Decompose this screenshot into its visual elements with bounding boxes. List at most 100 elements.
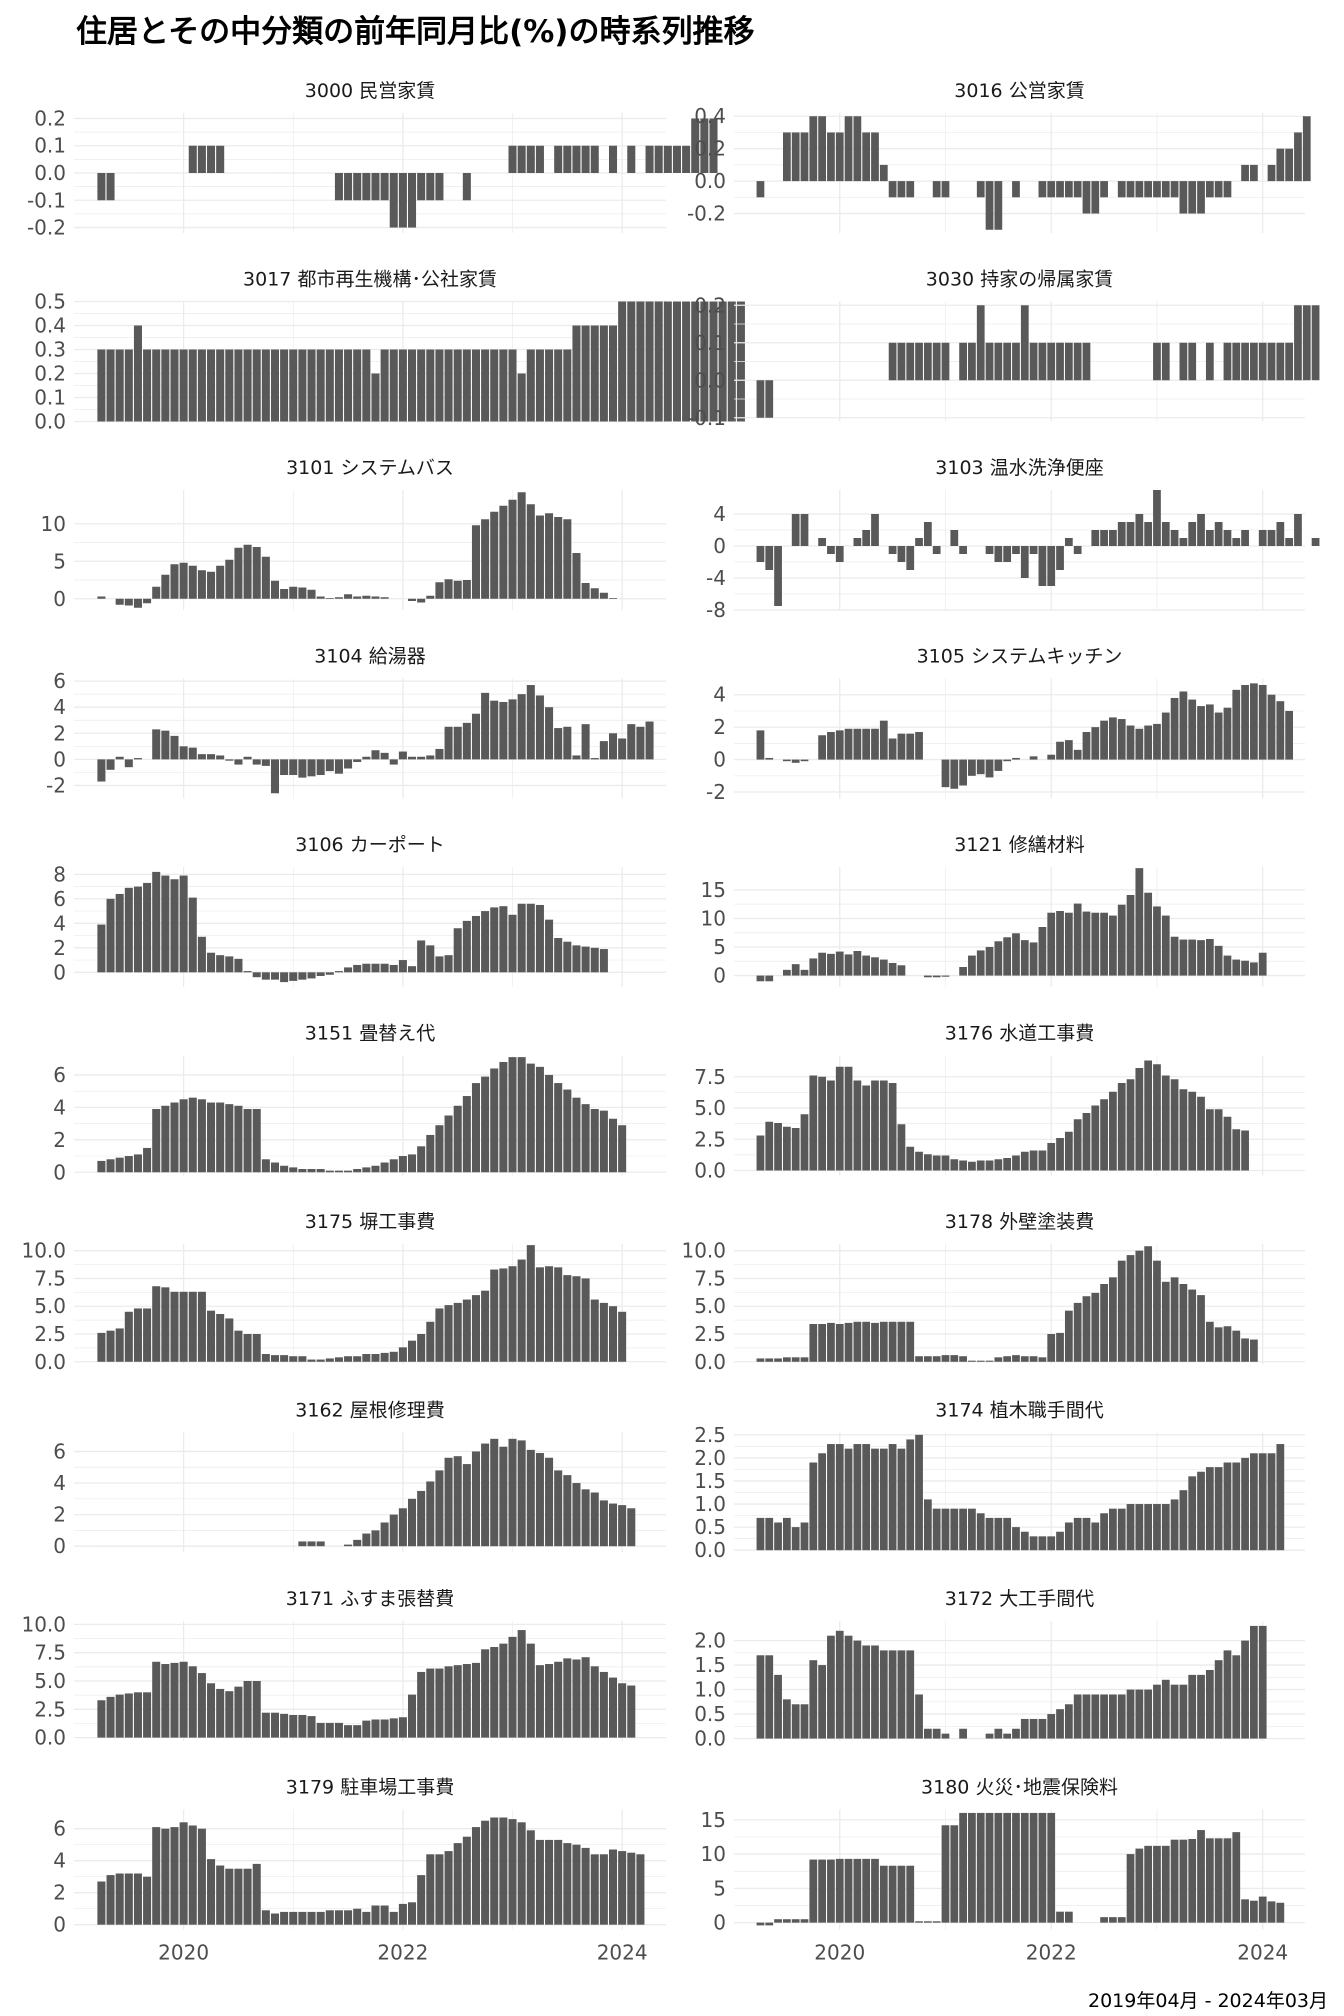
bar (888, 181, 897, 198)
bar (106, 173, 115, 201)
bar (627, 1685, 636, 1738)
y-tick-label: 2.5 (694, 1322, 726, 1346)
y-tick-label: 0.1 (34, 134, 66, 158)
bar (554, 938, 563, 973)
bar (197, 1099, 206, 1173)
bar (572, 145, 581, 173)
bar (1020, 1356, 1029, 1362)
bar (234, 547, 243, 599)
bar (581, 325, 590, 422)
bar (844, 1635, 853, 1739)
bar (216, 1688, 225, 1738)
bar (490, 700, 499, 760)
bar (444, 1851, 453, 1925)
bar (1100, 530, 1108, 546)
bar (774, 1358, 782, 1362)
bar (1188, 939, 1197, 976)
bar (888, 1321, 897, 1362)
bar (170, 1662, 179, 1738)
bar (590, 1854, 599, 1925)
y-tick-label: 15 (701, 878, 726, 902)
bar (554, 145, 563, 173)
bar (508, 699, 517, 760)
bar (298, 349, 307, 422)
bar (1188, 1674, 1197, 1739)
bar (1012, 1812, 1020, 1923)
bar (1047, 754, 1056, 760)
bar (435, 582, 444, 599)
bar (608, 1306, 618, 1362)
bar (133, 758, 142, 760)
bar (968, 1360, 976, 1362)
bar (1100, 720, 1108, 760)
bar (435, 956, 444, 973)
bar (1038, 546, 1047, 586)
bar (344, 967, 353, 973)
bar (1109, 1917, 1117, 1923)
bar (124, 887, 133, 973)
bar (270, 1712, 280, 1738)
bar (316, 596, 325, 599)
y-tick-label: 0.5 (34, 290, 66, 314)
bar (371, 373, 380, 422)
bar (968, 759, 976, 776)
bar (879, 1321, 888, 1362)
bar (554, 1839, 563, 1925)
bar (1241, 1457, 1249, 1551)
bar (1144, 181, 1153, 198)
bar (827, 132, 835, 182)
bar (1241, 164, 1249, 182)
bar (1276, 1902, 1285, 1923)
bar (289, 1167, 298, 1173)
bar (791, 132, 800, 182)
bar (280, 972, 289, 983)
bar (853, 1640, 862, 1739)
bar (1153, 1504, 1161, 1551)
bar (959, 967, 967, 976)
bar (765, 1517, 774, 1551)
bar (985, 342, 994, 381)
bar (298, 587, 307, 599)
y-tick-label: 2.5 (34, 1322, 66, 1346)
bar (453, 580, 462, 599)
bar (161, 875, 170, 973)
bar (545, 513, 554, 599)
bar (316, 972, 325, 976)
bar (426, 1854, 435, 1925)
bar (1091, 1105, 1100, 1171)
bar (252, 547, 261, 599)
bar (545, 707, 554, 760)
bar (307, 1911, 316, 1925)
bar (179, 562, 188, 599)
y-tick-label: 0.0 (694, 1727, 726, 1751)
y-tick-label: 0 (713, 964, 726, 988)
bar (1135, 514, 1144, 546)
panel-title: 3030 持家の帰属家賃 (926, 269, 1113, 291)
bar (923, 522, 932, 546)
bar (261, 1159, 270, 1173)
bar (353, 964, 362, 973)
bar (1064, 181, 1073, 198)
bar (408, 1902, 417, 1925)
bar (115, 598, 124, 605)
bar (756, 730, 765, 760)
bar (1082, 342, 1091, 381)
bar (1197, 514, 1205, 546)
bar (316, 1722, 325, 1738)
bar (782, 1517, 791, 1551)
bar (207, 1310, 216, 1362)
bar (334, 1170, 343, 1173)
y-tick-label: -4 (706, 566, 726, 590)
bar (97, 759, 106, 782)
bar (672, 145, 681, 173)
bar (1250, 164, 1258, 182)
bar (1197, 940, 1205, 976)
bar (1267, 164, 1276, 182)
bar (1117, 522, 1126, 546)
bar (207, 571, 216, 599)
bar (408, 173, 417, 228)
y-tick-label: -0.1 (27, 188, 66, 212)
bar (243, 971, 252, 973)
bar (124, 1311, 133, 1362)
